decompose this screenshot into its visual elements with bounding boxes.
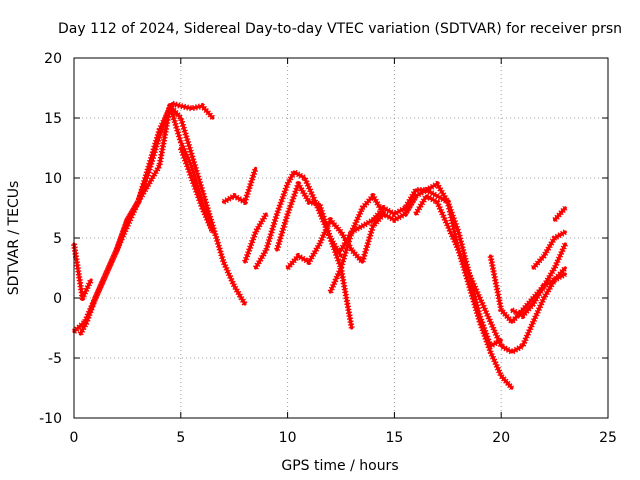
series-satellite-track-15 [413,193,567,355]
series-plus-markers [253,169,355,329]
series-satellite-track-16 [487,242,569,325]
series-line [328,194,386,294]
series-satellite-track-7 [242,212,269,264]
series-satellite-track-17 [510,266,568,319]
x-tick-label: 0 [70,430,79,446]
x-tick-label: 20 [492,430,510,446]
series-plus-markers [552,206,568,222]
series-line [179,146,215,234]
series-plus-markers [402,187,503,349]
series-plus-markers [242,212,269,264]
y-tick-label: 5 [53,231,62,247]
series-line [414,194,567,354]
series-plus-markers [510,266,568,319]
x-axis-label: GPS time / hours [281,458,398,474]
series-plus-markers [530,229,567,270]
series-satellite-track-12 [338,194,419,252]
x-tick-label: 5 [176,430,185,446]
y-tick-label: 10 [44,171,62,187]
series-plus-markers [177,146,216,234]
y-axis-label: SDTVAR / TECUs [6,181,22,296]
series-plus-markers [71,243,94,301]
series-satellite-track-2 [77,100,216,336]
y-tick-label: 0 [53,291,62,307]
series-plus-markers [487,242,569,325]
series-satellite-track-9 [274,181,344,258]
series-plus-markers [274,181,344,258]
series-satellite-track-5 [177,146,216,234]
grid-layer [74,58,608,418]
series-satellite-track-10 [285,212,386,270]
series-layer [71,100,569,390]
series-plus-markers [338,194,419,252]
series-line [552,206,567,222]
series-satellite-track-11 [327,193,387,294]
tick-layer: 0 5 10 15 20 25 -10 -5 0 5 10 15 20 [39,51,617,446]
x-tick-label: 25 [599,430,617,446]
series-satellite-track-19 [552,206,568,222]
series-line [78,101,215,336]
series-plus-markers [327,193,387,294]
series-satellite-track-6 [221,166,259,205]
x-tick-label: 15 [385,430,403,446]
series-satellite-track-14 [402,187,503,349]
y-tick-label: -10 [39,411,62,427]
x-tick-label: 10 [279,430,297,446]
series-satellite-track-8 [253,169,355,330]
chart-title: Day 112 of 2024, Sidereal Day-to-day VTE… [58,21,622,37]
series-plus-markers [222,167,259,205]
series-satellite-track-3 [71,242,94,301]
series-plus-markers [77,100,216,336]
series-satellite-track-18 [530,229,567,270]
series-satellite-track-4 [113,103,216,252]
series-plus-markers [413,193,567,355]
y-tick-label: -5 [48,351,62,367]
series-plus-markers [285,212,386,270]
y-tick-label: 15 [44,111,62,127]
series-plus-markers [113,103,216,252]
y-tick-label: 20 [44,51,62,67]
